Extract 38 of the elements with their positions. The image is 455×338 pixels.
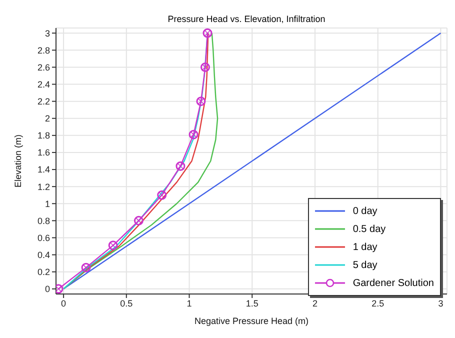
y-tick-label: 2.8	[37, 45, 50, 56]
y-tick-label: 1	[44, 198, 50, 209]
y-tick-label: 0.2	[37, 267, 50, 278]
y-tick-label: 2	[44, 114, 50, 124]
y-tick-label: 1.8	[37, 130, 50, 141]
y-tick-label: 2.2	[37, 96, 50, 107]
point	[108, 240, 118, 250]
x-tick-label: 0.5	[120, 298, 133, 308]
x-tick-label: 2.5	[372, 298, 384, 308]
y-tick-label: 2.4	[37, 79, 50, 90]
chart-title: Pressure Head vs. Elevation, Infiltration	[166, 14, 326, 24]
point	[134, 216, 144, 226]
legend-label: 0.5 day	[352, 224, 386, 234]
point	[200, 62, 210, 72]
point	[176, 161, 186, 171]
x-tick-label: 1	[186, 298, 192, 308]
legend-label: 5 day	[352, 260, 378, 270]
y-tick-label: 1.2	[37, 182, 50, 192]
y-tick-label: 3	[44, 28, 50, 38]
point	[196, 96, 206, 106]
y-tick-label: 1.6	[37, 148, 50, 158]
x-axis-title: Negative Pressure Head (m)	[194, 316, 309, 326]
legend-label: 1 day	[352, 242, 378, 252]
y-tick-label: 0	[44, 284, 50, 294]
x-tick-label: 1.5	[246, 298, 258, 308]
y-tick-label: 0.4	[37, 250, 50, 260]
point	[188, 130, 198, 140]
x-tick-label: 2	[312, 298, 318, 308]
x-tick-label: 3	[438, 298, 444, 308]
x-tick-label: 0	[61, 298, 66, 308]
y-tick-label: 1.4	[37, 164, 50, 175]
legend-label: 0 day	[352, 206, 378, 216]
y-tick-label: 2.6	[37, 62, 50, 72]
y-tick-label: 0.8	[37, 216, 50, 226]
y-axis-title: Elevation (m)	[13, 134, 24, 188]
y-tick-label: 0.6	[37, 232, 50, 243]
point	[157, 190, 167, 200]
legend-label: Gardener Solution	[352, 278, 434, 288]
